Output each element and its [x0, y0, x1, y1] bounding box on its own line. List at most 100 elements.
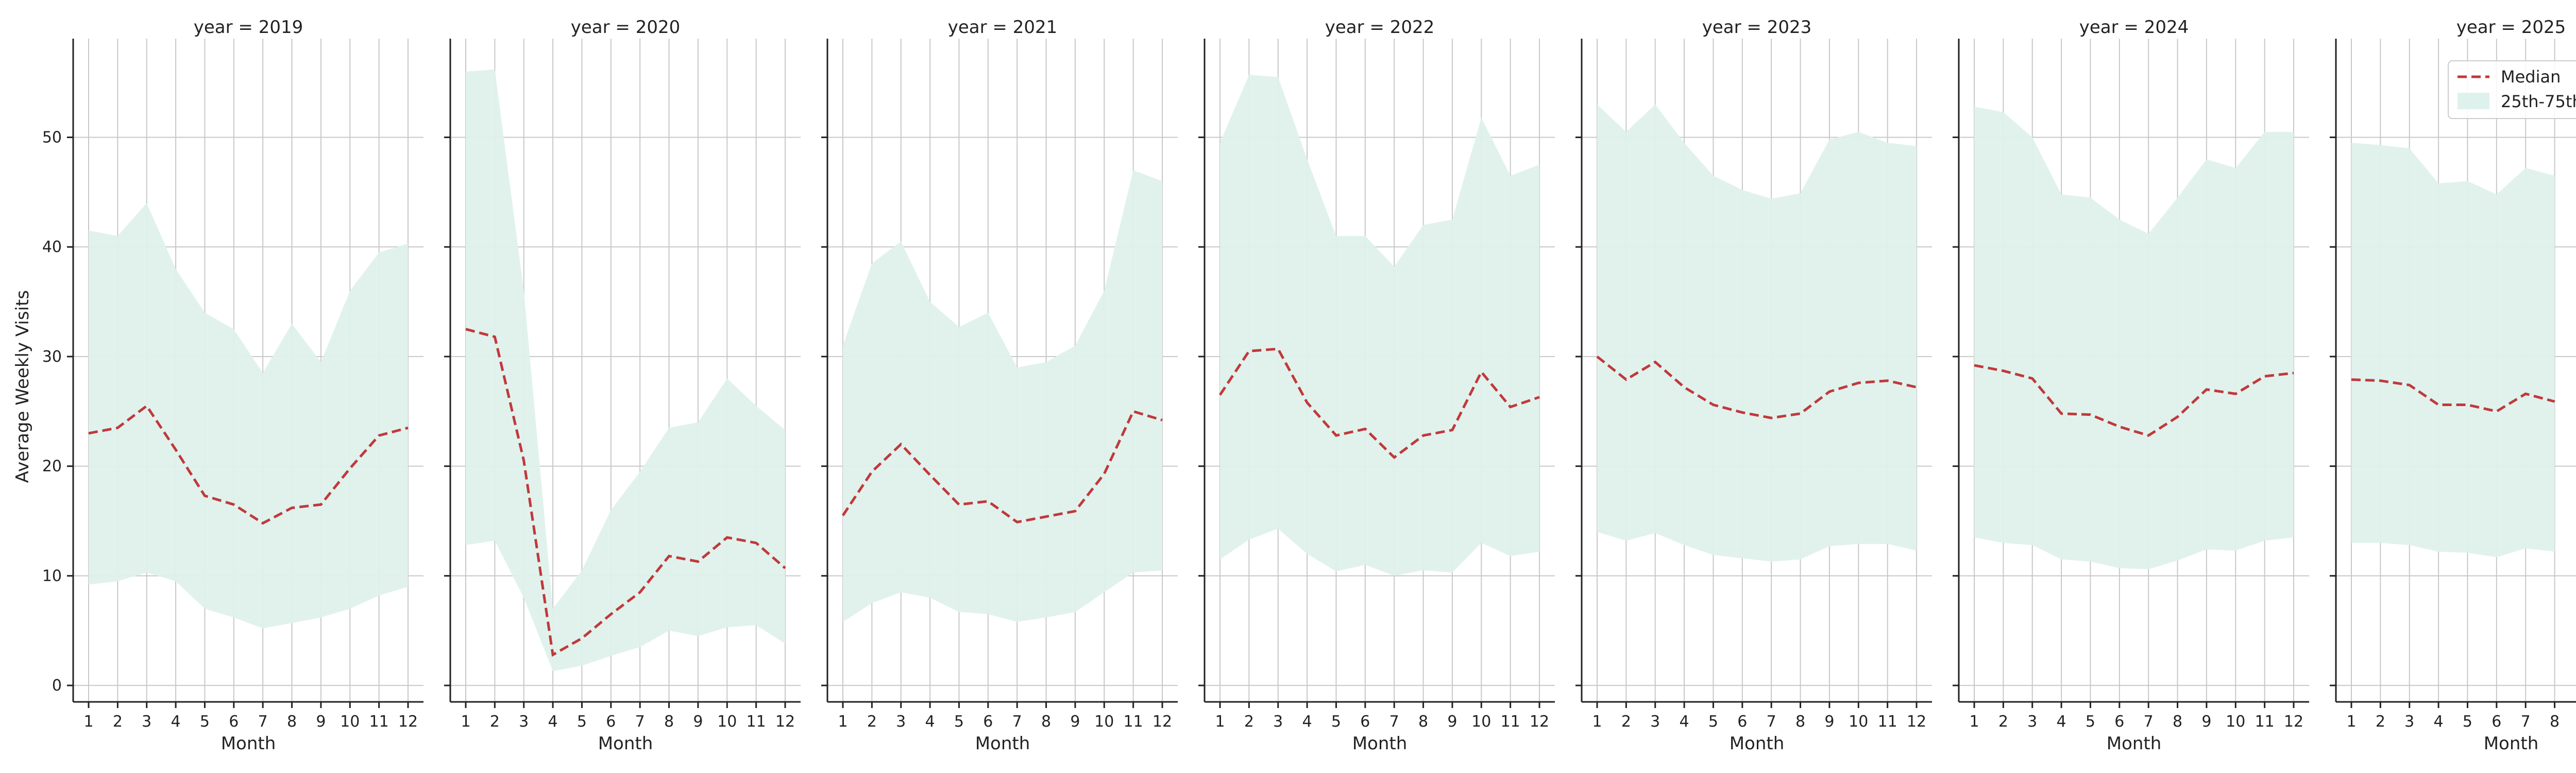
x-tick-label: 3	[142, 713, 151, 731]
x-tick-label: 4	[171, 713, 181, 731]
x-tick-label: 12	[2284, 713, 2303, 731]
x-tick-label: 4	[2434, 713, 2444, 731]
x-tick-label: 12	[775, 713, 795, 731]
legend-band-swatch	[2458, 93, 2489, 109]
x-tick-label: 6	[1737, 713, 1747, 731]
x-axis-label: Month	[598, 733, 653, 754]
x-tick-label: 11	[747, 713, 766, 731]
x-tick-label: 8	[287, 713, 297, 731]
x-tick-label: 8	[664, 713, 674, 731]
median-line	[2351, 378, 2555, 413]
x-tick-label: 8	[1041, 713, 1051, 731]
x-tick-label: 7	[2521, 713, 2531, 731]
x-tick-label: 1	[2346, 713, 2356, 731]
percentile-band	[89, 203, 408, 629]
x-tick-label: 11	[1501, 713, 1520, 731]
median-line	[1218, 347, 1540, 459]
x-tick-label: 4	[925, 713, 935, 731]
median-line	[88, 404, 409, 525]
x-tick-label: 7	[1767, 713, 1776, 731]
x-tick-label: 5	[1708, 713, 1718, 731]
x-tick-label: 6	[606, 713, 616, 731]
x-tick-label: 9	[693, 713, 703, 731]
x-tick-label: 2	[113, 713, 123, 731]
y-tick-label: 20	[42, 458, 62, 476]
x-tick-label: 6	[983, 713, 993, 731]
x-tick-label: 5	[2463, 713, 2472, 731]
percentile-band	[2351, 143, 2555, 558]
x-tick-label: 4	[1302, 713, 1312, 731]
x-tick-label: 9	[1070, 713, 1080, 731]
x-tick-label: 1	[83, 713, 93, 731]
x-tick-label: 12	[398, 713, 418, 731]
x-tick-label: 4	[548, 713, 558, 731]
x-tick-label: 5	[2086, 713, 2095, 731]
x-tick-label: 8	[1418, 713, 1428, 731]
x-tick-label: 6	[1360, 713, 1370, 731]
x-tick-label: 3	[896, 713, 906, 731]
legend: Median 25th-75th Percentile	[2448, 60, 2576, 119]
x-tick-label: 10	[2226, 713, 2245, 731]
x-tick-label: 7	[2144, 713, 2154, 731]
y-tick-label: 50	[42, 128, 62, 146]
x-tick-label: 11	[369, 713, 389, 731]
x-tick-label: 1	[1969, 713, 1979, 731]
panel-title: year = 2021	[948, 17, 1057, 38]
x-tick-label: 3	[2404, 713, 2414, 731]
x-tick-label: 9	[1447, 713, 1457, 731]
x-tick-label: 8	[2550, 713, 2560, 731]
median-line	[841, 410, 1163, 524]
x-tick-label: 3	[2027, 713, 2037, 731]
x-tick-label: 1	[1215, 713, 1225, 731]
median-line	[465, 328, 786, 657]
legend-band-label: 25th-75th Percentile	[2501, 92, 2576, 111]
x-tick-label: 2	[1998, 713, 2008, 731]
x-tick-label: 5	[200, 713, 210, 731]
y-axis-label: Average Weekly Visits	[12, 290, 33, 483]
x-axis-label: Month	[975, 733, 1030, 754]
x-tick-label: 10	[340, 713, 360, 731]
x-tick-label: 7	[258, 713, 268, 731]
percentile-band	[1974, 106, 2294, 569]
x-tick-label: 2	[2376, 713, 2385, 731]
x-tick-label: 6	[2492, 713, 2501, 731]
percentile-band	[466, 69, 785, 671]
x-tick-label: 12	[1907, 713, 1926, 731]
panel-title: year = 2023	[1702, 17, 1811, 38]
y-tick-label: 40	[42, 238, 62, 256]
x-tick-label: 5	[954, 713, 964, 731]
y-tick-label: 30	[42, 348, 62, 366]
panel-title: year = 2025	[2456, 17, 2566, 38]
x-tick-label: 3	[1650, 713, 1660, 731]
x-tick-label: 1	[461, 713, 470, 731]
x-tick-label: 10	[1471, 713, 1491, 731]
x-tick-label: 7	[1389, 713, 1399, 731]
legend-median-label: Median	[2501, 67, 2561, 87]
x-tick-label: 6	[2114, 713, 2124, 731]
x-tick-label: 4	[2057, 713, 2066, 731]
x-tick-label: 10	[1094, 713, 1114, 731]
x-axis-label: Month	[1352, 733, 1408, 754]
x-axis-label: Month	[221, 733, 276, 754]
percentile-band	[1597, 104, 1917, 562]
x-tick-label: 3	[1273, 713, 1283, 731]
x-tick-label: 12	[1530, 713, 1549, 731]
x-tick-label: 3	[519, 713, 529, 731]
panel-title: year = 2019	[194, 17, 303, 38]
x-tick-label: 11	[1124, 713, 1143, 731]
percentile-band	[843, 170, 1162, 622]
x-tick-label: 11	[1878, 713, 1897, 731]
percentile-band	[1220, 75, 1539, 576]
x-tick-label: 8	[2173, 713, 2182, 731]
x-tick-label: 10	[717, 713, 737, 731]
x-tick-label: 7	[635, 713, 645, 731]
